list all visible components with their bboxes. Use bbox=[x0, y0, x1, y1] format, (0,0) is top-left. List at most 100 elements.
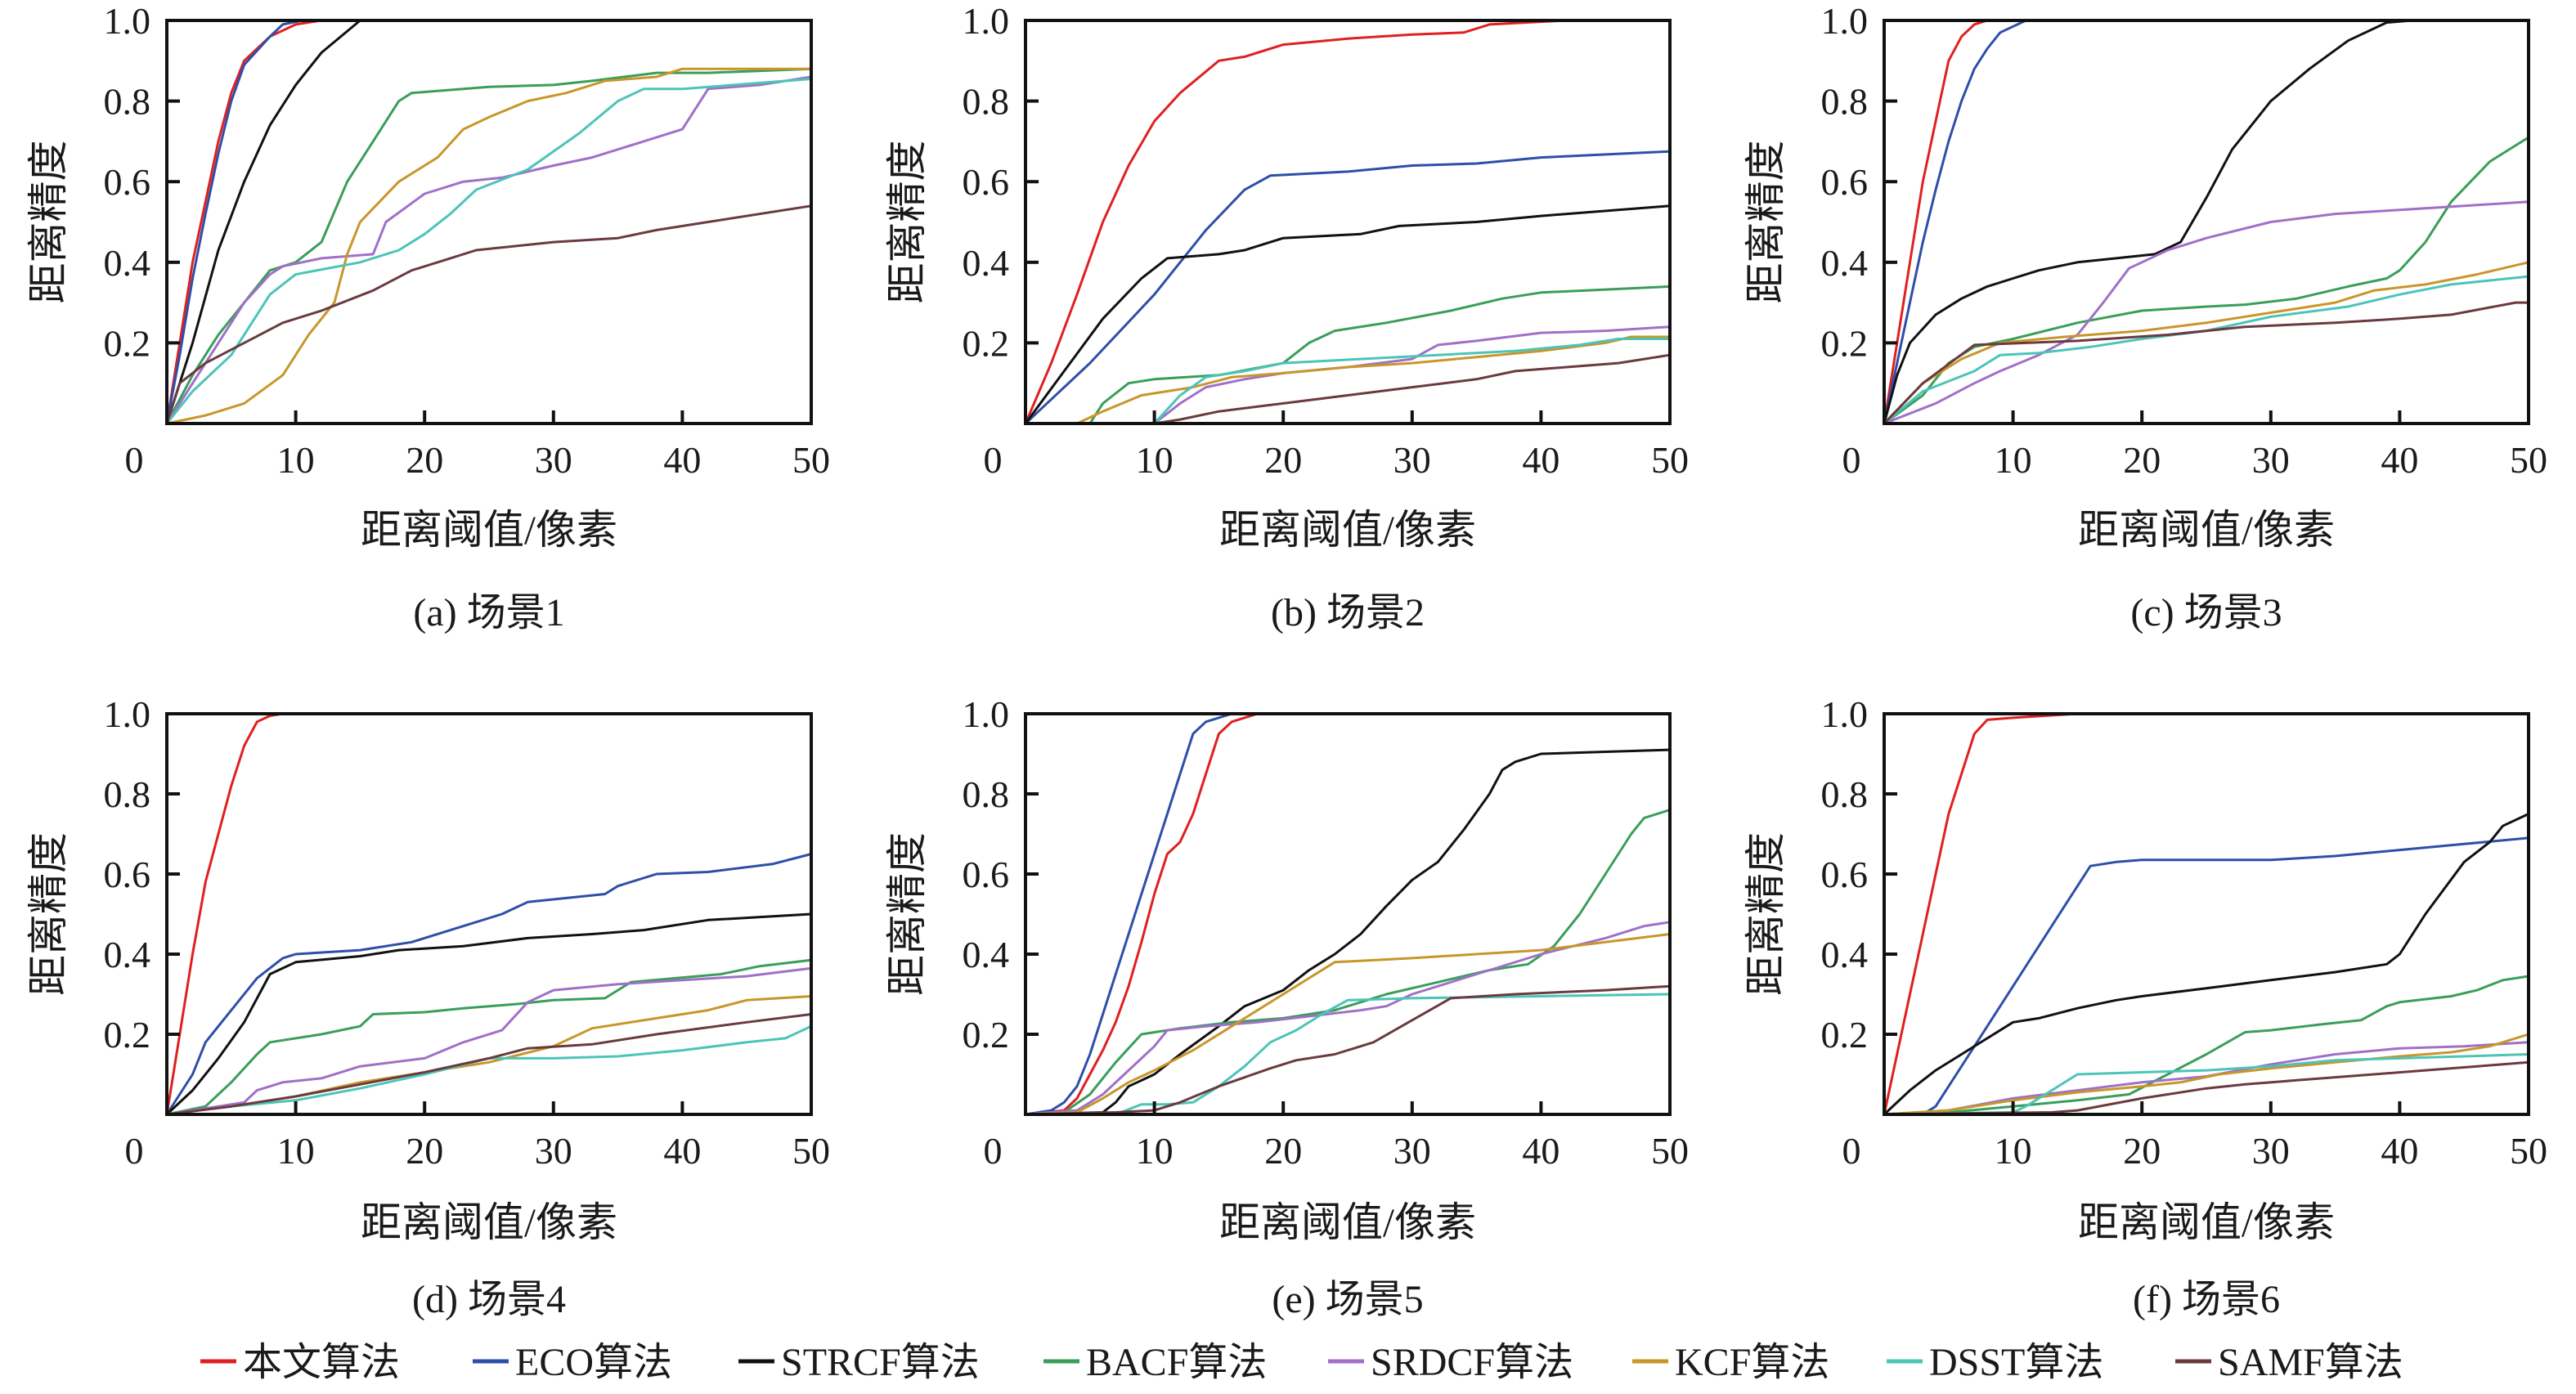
subplot-caption: (b) 场景2 bbox=[1271, 591, 1425, 634]
x-tick-label: 20 bbox=[2123, 1130, 2161, 1172]
plot-frame bbox=[1024, 712, 1672, 1116]
x-tick-label: 30 bbox=[1393, 1130, 1431, 1172]
x-tick-label: 30 bbox=[2252, 439, 2290, 481]
y-tick-label: 0.2 bbox=[1821, 322, 1869, 364]
subplot-caption: (c) 场景3 bbox=[2130, 591, 2282, 634]
legend-label: KCF算法 bbox=[1675, 1341, 1829, 1384]
legend: 本文算法 ECO算法 STRCF算法 BACF算法 SRDCF算法 KCF算法 DSST算法… bbox=[200, 1341, 2403, 1384]
series-line-6 bbox=[1024, 933, 1672, 1116]
subplot-caption: (d) 场景4 bbox=[412, 1278, 566, 1321]
series-line-3 bbox=[165, 19, 361, 425]
legend-label: BACF算法 bbox=[1086, 1341, 1267, 1384]
y-axis-label: 距离精度 bbox=[25, 832, 71, 996]
y-tick-label: 0.4 bbox=[963, 934, 1010, 975]
series-line-1 bbox=[1024, 19, 1672, 425]
legend-item: 本文算法 bbox=[200, 1341, 400, 1384]
subplots-group: 0 10 20 30 40 500.20.40.60.81.0距离精度距离阈值/像素(a)… bbox=[25, 0, 2547, 1321]
x-tick-label: 40 bbox=[2381, 439, 2418, 481]
x-tick-label: 50 bbox=[1651, 1130, 1689, 1172]
series-line-4 bbox=[1883, 975, 2530, 1116]
series-line-7 bbox=[165, 1024, 813, 1116]
x-tick-label: 30 bbox=[535, 439, 572, 481]
y-axis-label: 距离精度 bbox=[25, 141, 71, 304]
series-line-4 bbox=[165, 958, 813, 1116]
series-line-4 bbox=[165, 67, 813, 425]
x-tick-label: 20 bbox=[2123, 439, 2161, 481]
y-tick-label: 0.2 bbox=[1821, 1014, 1869, 1056]
plot-frame bbox=[165, 712, 813, 1116]
x-tick-label: 50 bbox=[1651, 439, 1689, 481]
x-axis-label: 距离阈值/像素 bbox=[2078, 1199, 2335, 1245]
series-line-7 bbox=[1024, 338, 1672, 425]
series-line-8 bbox=[165, 1013, 813, 1116]
series-line-8 bbox=[1883, 301, 2530, 425]
y-tick-label: 1.0 bbox=[104, 693, 151, 735]
y-tick-label: 0.6 bbox=[1821, 854, 1869, 895]
x-tick-label: 10 bbox=[1995, 439, 2032, 481]
series-line-5 bbox=[1024, 921, 1672, 1116]
x-tick-label: 0 bbox=[1842, 439, 1861, 481]
series-line-5 bbox=[165, 75, 813, 425]
series-line-8 bbox=[1024, 353, 1672, 425]
x-tick-label: 30 bbox=[2252, 1130, 2290, 1172]
x-tick-label: 20 bbox=[1264, 1130, 1302, 1172]
series-line-2 bbox=[1883, 19, 2530, 425]
y-tick-label: 0.8 bbox=[104, 773, 151, 815]
x-tick-label: 10 bbox=[1136, 439, 1174, 481]
series-line-4 bbox=[1024, 285, 1672, 425]
x-axis-label: 距离阈值/像素 bbox=[2078, 507, 2335, 553]
x-tick-label: 10 bbox=[277, 1130, 315, 1172]
series-line-2 bbox=[165, 19, 323, 425]
y-tick-label: 0.2 bbox=[104, 1014, 151, 1056]
series-group bbox=[165, 19, 813, 425]
x-tick-label: 40 bbox=[1522, 1130, 1560, 1172]
x-tick-label: 40 bbox=[663, 1130, 701, 1172]
legend-item: BACF算法 bbox=[1043, 1341, 1267, 1384]
series-line-2 bbox=[1024, 712, 1672, 1116]
series-line-6 bbox=[165, 67, 813, 425]
series-line-5 bbox=[165, 966, 813, 1116]
x-tick-label: 50 bbox=[792, 1130, 830, 1172]
series-line-2 bbox=[1024, 150, 1672, 425]
y-axis-label: 距离精度 bbox=[884, 832, 930, 996]
x-tick-label: 10 bbox=[277, 439, 315, 481]
x-tick-label: 50 bbox=[2510, 1130, 2547, 1172]
y-tick-label: 0.8 bbox=[104, 81, 151, 123]
y-tick-label: 0.6 bbox=[104, 854, 151, 895]
x-tick-label: 0 bbox=[1842, 1130, 1861, 1172]
y-axis-label: 距离精度 bbox=[884, 141, 930, 304]
legend-label: SRDCF算法 bbox=[1371, 1341, 1573, 1384]
series-line-8 bbox=[1883, 1060, 2530, 1116]
x-tick-label: 0 bbox=[984, 439, 1003, 481]
series-line-7 bbox=[165, 78, 813, 425]
series-line-6 bbox=[1883, 261, 2530, 425]
y-tick-label: 0.6 bbox=[1821, 161, 1869, 203]
legend-label: DSST算法 bbox=[1929, 1341, 2103, 1384]
series-line-2 bbox=[1883, 836, 2530, 1116]
series-line-5 bbox=[1883, 200, 2530, 425]
series-line-3 bbox=[1024, 204, 1672, 425]
y-tick-label: 0.4 bbox=[1821, 242, 1869, 284]
x-tick-label: 40 bbox=[663, 439, 701, 481]
y-tick-label: 1.0 bbox=[1821, 693, 1869, 735]
y-tick-label: 0.8 bbox=[1821, 773, 1869, 815]
y-tick-label: 1.0 bbox=[963, 0, 1010, 42]
series-line-1 bbox=[165, 19, 323, 425]
legend-item: STRCF算法 bbox=[738, 1341, 980, 1384]
series-line-6 bbox=[165, 995, 813, 1116]
y-axis-label: 距离精度 bbox=[1743, 832, 1788, 996]
x-axis-label: 距离阈值/像素 bbox=[361, 507, 617, 553]
y-tick-label: 0.4 bbox=[104, 242, 151, 284]
y-tick-label: 0.6 bbox=[963, 161, 1010, 203]
y-tick-label: 0.8 bbox=[963, 773, 1010, 815]
series-line-7 bbox=[1024, 993, 1672, 1116]
series-line-7 bbox=[1883, 1053, 2530, 1116]
y-tick-label: 0.2 bbox=[963, 322, 1010, 364]
x-tick-label: 50 bbox=[792, 439, 830, 481]
y-tick-label: 0.4 bbox=[963, 242, 1010, 284]
series-group bbox=[1883, 712, 2530, 1116]
